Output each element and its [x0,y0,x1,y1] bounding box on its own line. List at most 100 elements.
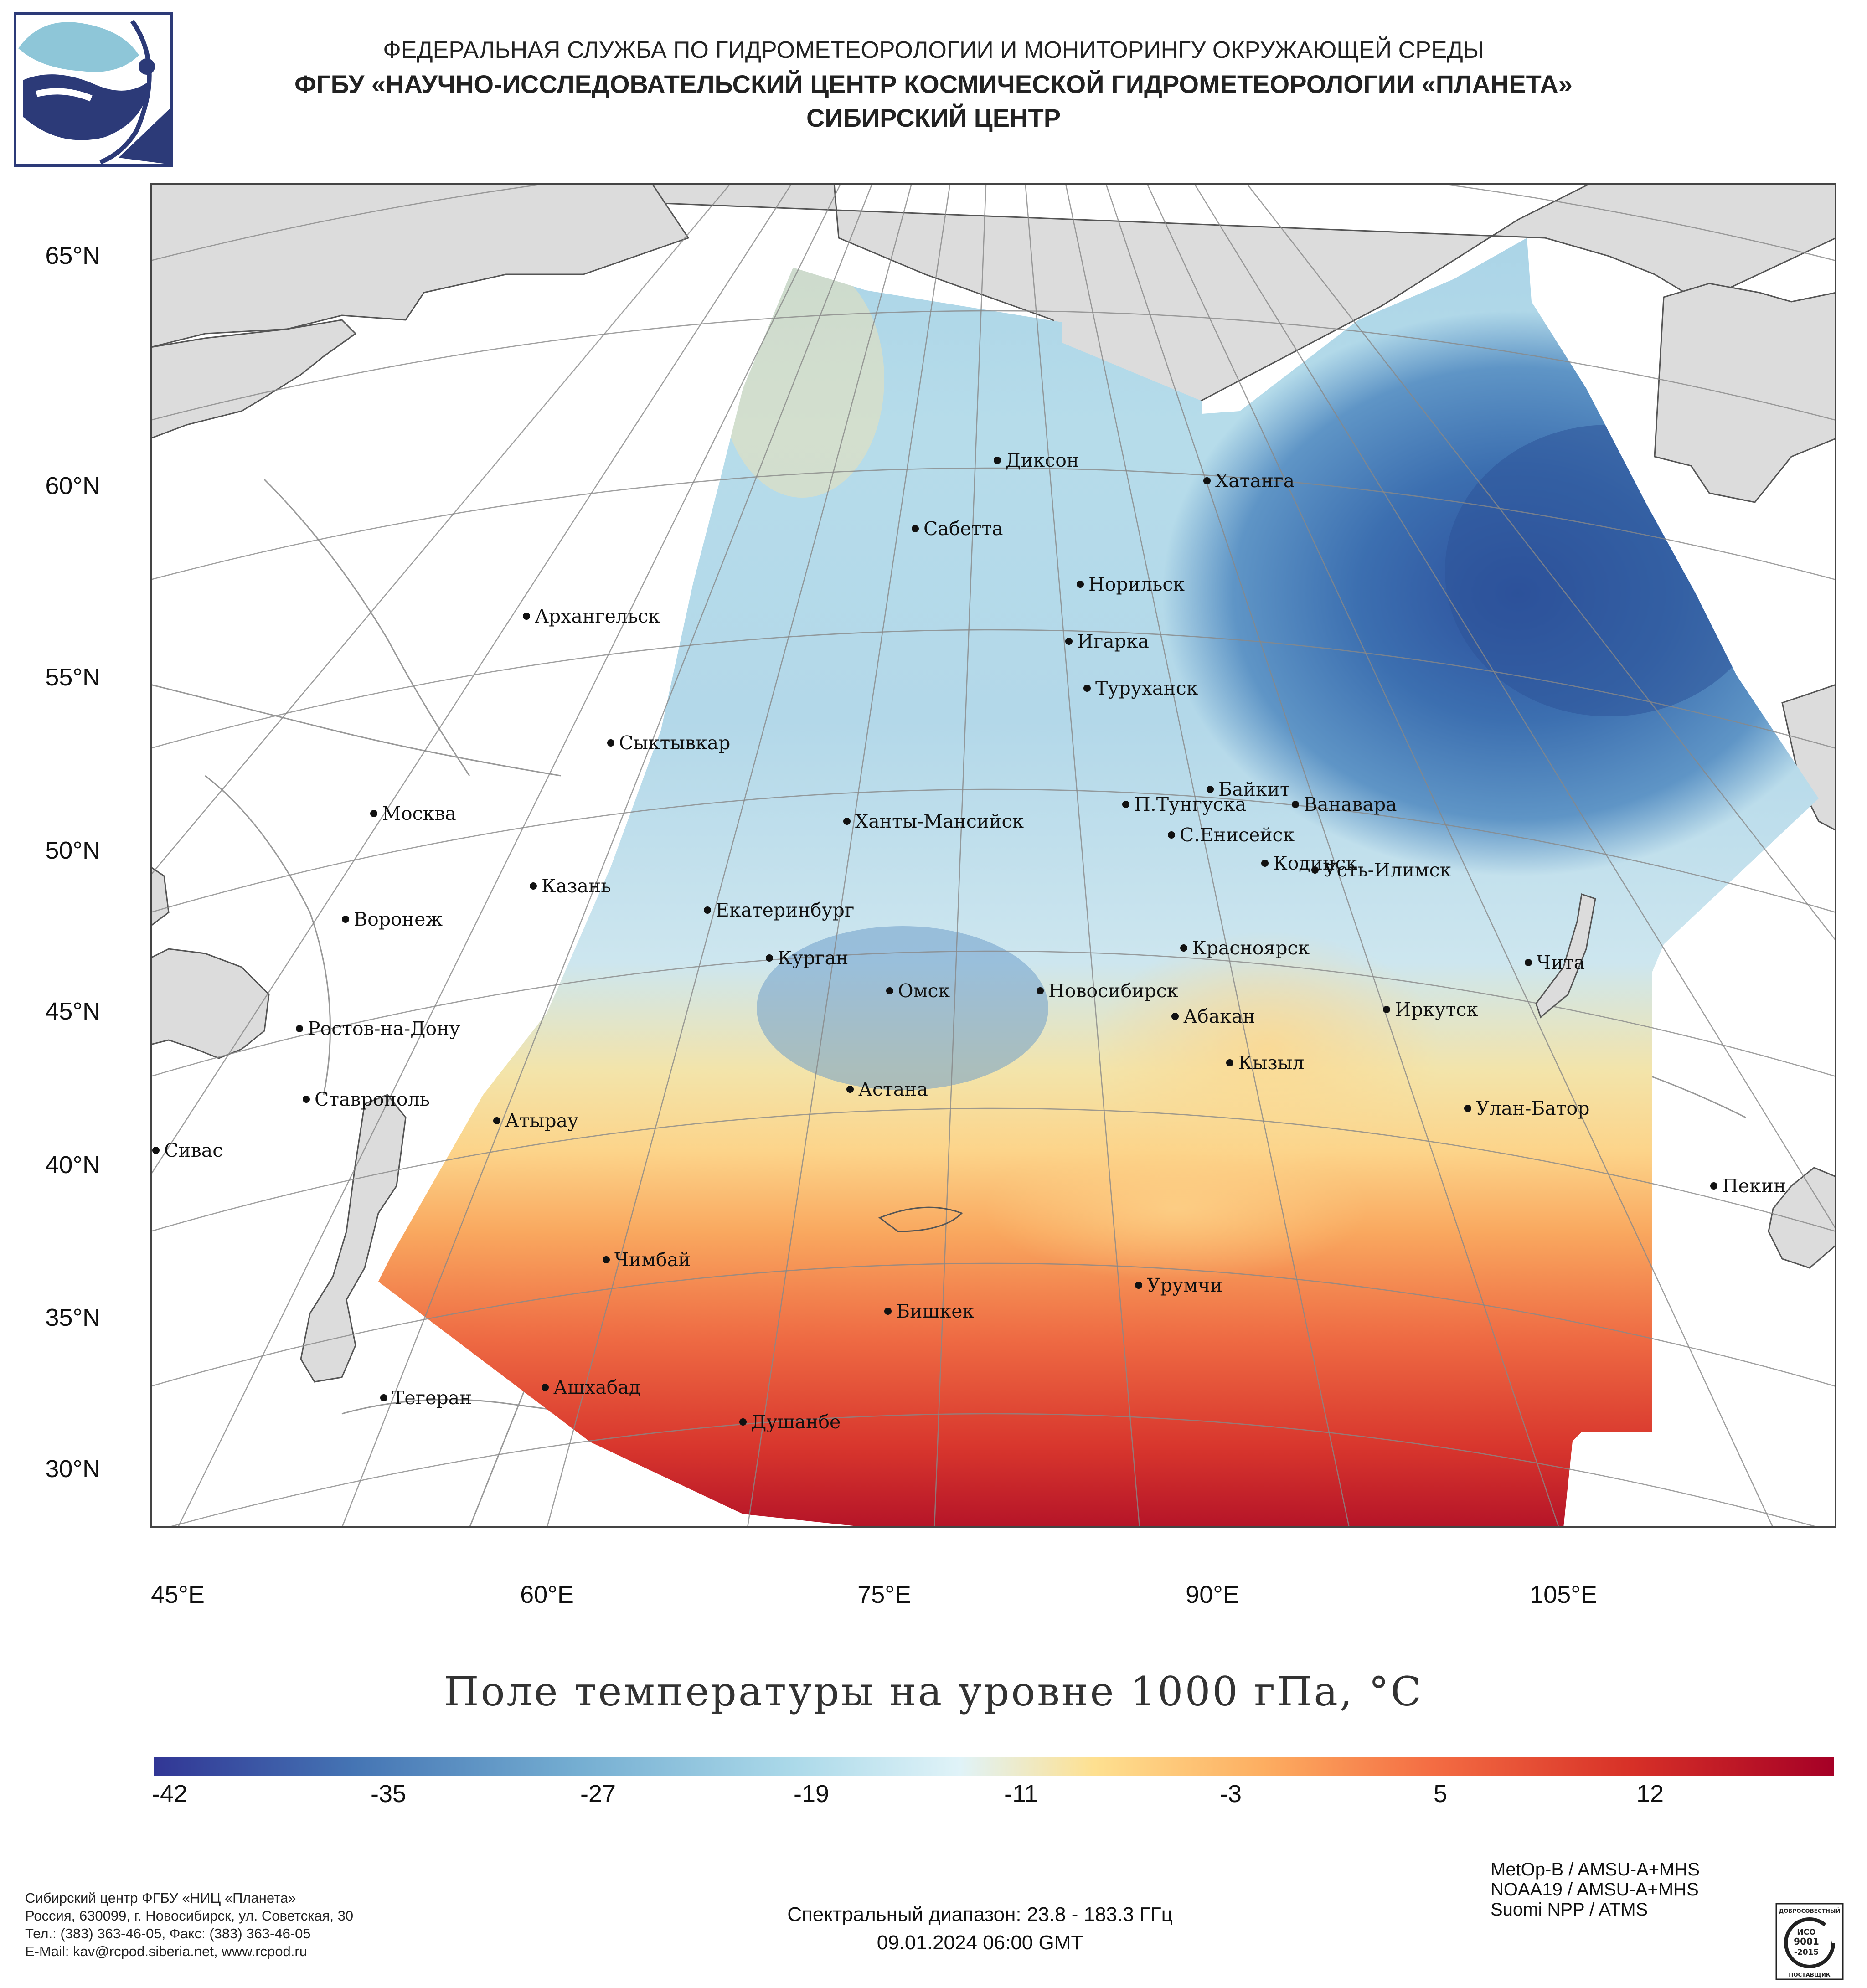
city-18: Воронеж [342,908,443,930]
city-marker-icon [342,916,349,923]
org-name: Сибирский центр ФГБУ «НИЦ «Планета» [25,1890,296,1906]
temperature-map: Диксон Хатанга Сабетта Норильск Игарка Туруха… [150,183,1836,1528]
iso-text-3: -2015 [1794,1948,1819,1957]
city-marker-icon [370,810,377,817]
city-marker-icon [1292,801,1299,808]
city-24: Иркутск [1383,999,1478,1020]
city-marker-icon [542,1384,549,1391]
lat-label-50: 50°N [45,837,100,864]
lat-label-60: 60°N [45,472,100,500]
city-39: Душанбе [739,1411,841,1433]
satellite-list: MetOp-B / AMSU-A+MHS NOAA19 / AMSU-A+MHS… [1491,1859,1700,1920]
temperature-colorbar [154,1757,1834,1776]
lat-label-65: 65°N [45,242,100,269]
city-35: Урумчи [1135,1274,1222,1296]
city-16: Казань [530,875,611,897]
city-marker-icon [739,1418,747,1426]
city-11: Ванавара [1292,793,1397,815]
city-label: Бишкек [896,1300,974,1322]
city-label: Байкит [1218,778,1290,800]
city-label: С.Енисейск [1180,824,1295,846]
city-label: Сыктывкар [619,732,730,754]
city-marker-icon [1168,831,1175,839]
city-label: Курган [778,947,848,969]
city-31: Атырау [493,1110,578,1132]
city-label: Ставрополь [315,1088,430,1110]
iso-text-1: ИСО [1797,1928,1815,1937]
city-marker-icon [1037,987,1044,994]
city-label: Сивас [164,1139,223,1161]
city-marker-icon [1180,944,1187,952]
lon-label-45: 45°E [151,1581,205,1608]
observation-info: Спектральный диапазон: 23.8 - 183.3 ГГц … [638,1900,1322,1957]
city-marker-icon [846,1086,854,1093]
city-21: Чита [1525,952,1585,973]
city-marker-icon [380,1394,387,1401]
city-label: Ванавара [1304,793,1397,815]
lat-label-40: 40°N [45,1151,100,1179]
spectral-range: Спектральный диапазон: 23.8 - 183.3 ГГц [787,1903,1173,1926]
city-30: Улан-Батор [1464,1097,1589,1119]
city-label: Иркутск [1395,999,1478,1020]
city-marker-icon [1203,477,1211,484]
city-label: Екатеринбург [716,899,854,921]
city-marker-icon [1525,959,1532,966]
city-label: Казань [542,875,611,897]
city-6: Архангельск [523,605,660,627]
city-29: Ставрополь [303,1088,430,1110]
city-5: Туруханск [1083,677,1198,699]
colorbar-tick: -35 [370,1780,407,1808]
org-phone: Тел.: (383) 363-46-05, Факс: (383) 363-4… [25,1926,311,1942]
city-marker-icon [523,613,530,620]
city-marker-icon [530,882,537,890]
observation-datetime: 09.01.2024 06:00 GMT [877,1931,1083,1954]
city-label: Ханты-Мансийск [855,810,1024,832]
city-34: Чимбай [603,1249,691,1271]
city-label: Кызыл [1238,1052,1304,1074]
iso-text-2: 9001 [1794,1936,1819,1947]
city-label: Чита [1537,952,1585,973]
city-25: Абакан [1171,1005,1255,1027]
city-1: Хатанга [1203,470,1295,492]
city-17: Екатеринбург [704,899,854,921]
city-marker-icon [1171,1013,1179,1020]
city-7: Сыктывкар [607,732,730,754]
city-label: Игарка [1077,630,1149,652]
city-4: Игарка [1065,630,1149,652]
city-37: Ашхабад [542,1376,640,1398]
city-label: Усть-Илимск [1323,859,1451,881]
city-marker-icon [886,987,893,994]
org-address: Россия, 630099, г. Новосибирск, ул. Сове… [25,1908,354,1924]
city-marker-icon [1122,801,1129,808]
lon-label-75: 75°E [857,1581,911,1608]
city-label: Омск [898,980,950,1002]
colorbar-tick: -19 [793,1780,830,1808]
city-marker-icon [1464,1105,1471,1112]
city-label: Норильск [1088,573,1185,595]
city-label: Улан-Батор [1476,1097,1589,1119]
satellite-item: NOAA19 / AMSU-A+MHS [1491,1880,1699,1900]
city-19: Курган [766,947,848,969]
city-marker-icon [1077,581,1084,588]
header-institute: ФГБУ «НАУЧНО-ИССЛЕДОВАТЕЛЬСКИЙ ЦЕНТР КОС… [294,70,1573,98]
city-20: Красноярск [1180,937,1310,959]
city-23: Новосибирск [1037,980,1179,1002]
city-marker-icon [843,818,851,825]
city-0: Диксон [994,449,1079,471]
city-label: Новосибирск [1048,980,1179,1002]
colorbar-tick: -27 [580,1780,616,1808]
city-9: Байкит [1207,778,1290,800]
lat-label-55: 55°N [45,664,100,691]
city-label: Москва [382,803,456,824]
city-marker-icon [607,739,614,747]
org-email: E-Mail: kav@rcpod.siberia.net, www.rcpod… [25,1943,307,1959]
satellite-item: MetOp-B / AMSU-A+MHS [1491,1859,1700,1880]
city-10: П.Тунгуска [1122,793,1246,815]
satellite-item: Suomi NPP / ATMS [1491,1900,1648,1920]
city-markers: Диксон Хатанга Сабетта Норильск Игарка Туруха… [152,449,1786,1433]
city-marker-icon [1226,1059,1233,1066]
lat-label-45: 45°N [45,998,100,1025]
city-marker-icon [1135,1282,1142,1289]
city-28: Астана [846,1078,928,1100]
city-label: Урумчи [1147,1274,1222,1296]
